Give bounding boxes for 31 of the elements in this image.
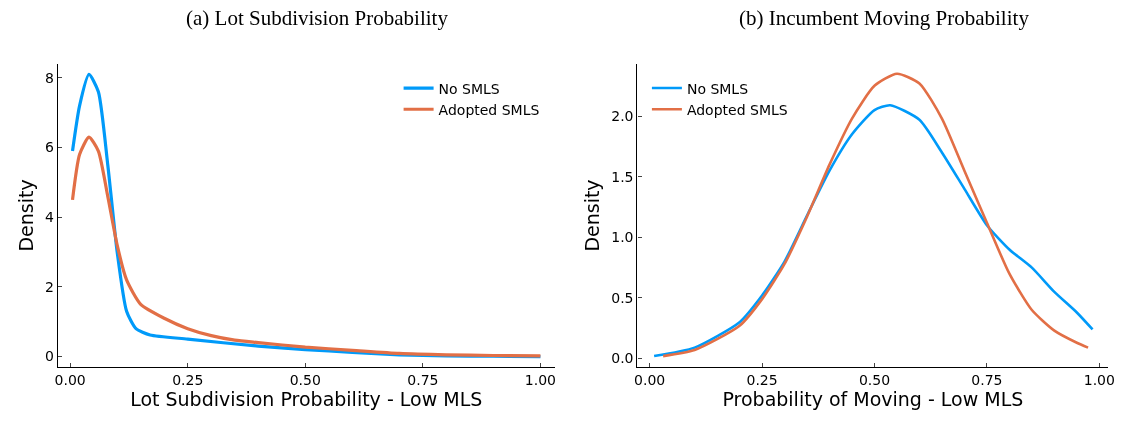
line-series: [70, 135, 543, 358]
y-tick-label: 8: [45, 69, 54, 86]
x-tick-label: 0.00: [54, 371, 86, 388]
x-tick-label: 1.00: [524, 371, 556, 388]
chart-title: (a) Lot Subdivision Probability: [186, 6, 449, 30]
y-tick-label: 1.0: [611, 229, 634, 246]
x-tick-label: 0.75: [971, 371, 1003, 388]
x-tick-label: 0.50: [289, 371, 321, 388]
legend-label: No SMLS: [686, 80, 749, 97]
legend-label: Adopted SMLS: [438, 101, 540, 118]
x-tick-label: 0.25: [746, 371, 778, 388]
x-tick-label: 0.75: [407, 371, 439, 388]
legend-label: Adopted SMLS: [686, 101, 788, 118]
y-tick-label: 0: [45, 348, 54, 365]
y-tick-label: 0.0: [611, 350, 634, 367]
y-tick-label: 2.0: [611, 108, 634, 125]
x-axis-title: Probability of Moving - Low MLS: [722, 387, 1024, 410]
y-tick-label: 4: [45, 209, 55, 226]
y-tick-label: 2: [45, 278, 54, 295]
y-tick-label: 6: [45, 139, 55, 156]
chart-title: (b) Incumbent Moving Probability: [739, 6, 1030, 30]
x-axis-title: Lot Subdivision Probability - Low MLS: [130, 387, 483, 410]
legend-label: No SMLS: [438, 80, 500, 97]
x-tick-label: 1.00: [1083, 371, 1115, 388]
y-axis-title: Density: [14, 179, 37, 252]
y-axis-title: Density: [581, 179, 604, 252]
y-tick-label: 0.5: [611, 289, 634, 306]
x-tick-label: 0.00: [634, 371, 666, 388]
x-tick-label: 0.50: [858, 371, 891, 388]
x-tick-label: 0.25: [172, 371, 204, 388]
y-tick-label: 1.5: [611, 168, 634, 185]
